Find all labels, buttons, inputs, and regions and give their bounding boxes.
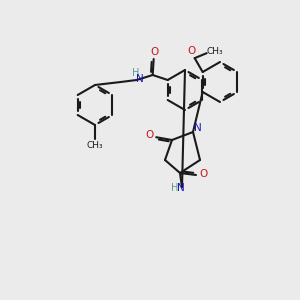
Text: H: H — [132, 68, 140, 78]
Text: O: O — [199, 169, 207, 179]
Text: O: O — [188, 46, 196, 56]
Text: O: O — [145, 130, 153, 140]
Text: CH₃: CH₃ — [206, 46, 223, 56]
Text: H: H — [171, 183, 179, 193]
Text: N: N — [177, 183, 185, 193]
Text: N: N — [136, 74, 144, 84]
Text: CH₃: CH₃ — [87, 142, 103, 151]
Text: N: N — [194, 123, 202, 133]
Text: O: O — [151, 47, 159, 57]
